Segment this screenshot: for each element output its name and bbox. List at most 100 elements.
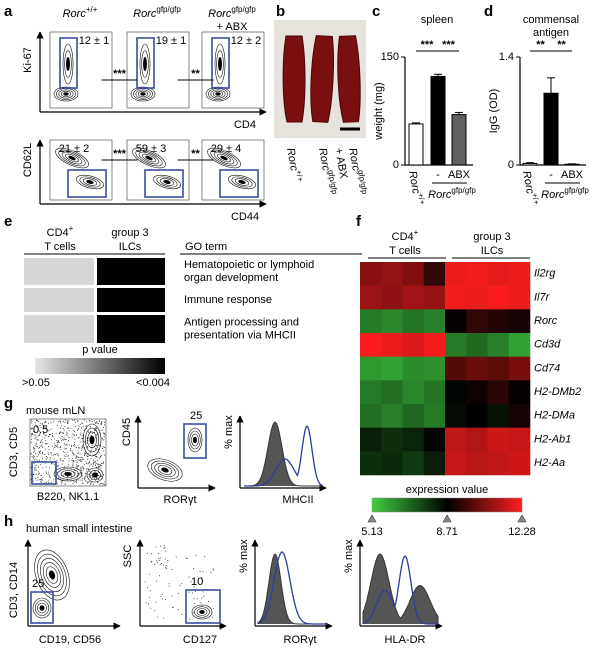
- event-dot: [100, 465, 102, 467]
- gate-stat: 12 ± 1: [79, 35, 110, 47]
- chart-title: antigen: [533, 27, 569, 39]
- event-dot: [75, 464, 77, 466]
- event-dot: [100, 422, 102, 424]
- event-dot: [33, 448, 35, 450]
- event-dot: [53, 453, 55, 455]
- event-dot: [62, 439, 64, 441]
- event-dot: [43, 432, 45, 434]
- contour: [210, 149, 238, 167]
- event-dot: [45, 456, 47, 458]
- y-tick-label: 0: [393, 159, 399, 171]
- event-dot: [212, 607, 214, 609]
- sample-label: Rorcgfp/gfp: [346, 146, 369, 196]
- event-dot: [56, 445, 58, 447]
- contour: [32, 597, 52, 619]
- event-dot: [210, 571, 212, 573]
- event-dot: [38, 459, 40, 461]
- event-dot: [36, 436, 38, 438]
- x-tick-label-base: Rorc: [406, 170, 422, 195]
- event-dot: [156, 560, 158, 562]
- y-axis-label: % max: [223, 415, 235, 449]
- event-dot: [43, 437, 45, 439]
- event-dot: [67, 479, 69, 481]
- event-dot: [50, 457, 52, 459]
- group-label-sup: gfp/gfp: [564, 186, 589, 195]
- event-dot: [50, 433, 52, 435]
- genotype-header: Rorcgfp/gfp: [133, 5, 181, 20]
- contour: [141, 50, 149, 78]
- event-dot: [72, 429, 74, 431]
- event-dot: [189, 618, 191, 620]
- event-dot: [35, 442, 37, 444]
- event-dot: [61, 439, 63, 441]
- event-dot: [68, 437, 70, 439]
- event-dot: [168, 583, 170, 585]
- event-dot: [50, 422, 52, 424]
- event-dot: [65, 438, 67, 440]
- contour: [34, 600, 50, 616]
- event-dot: [50, 462, 52, 464]
- event-dot: [159, 564, 161, 566]
- event-dot: [32, 457, 34, 459]
- x-tick-label: -: [549, 169, 553, 181]
- x-tick-label: ABX: [561, 169, 584, 181]
- contour: [61, 151, 83, 165]
- heatmap-cell: [423, 427, 446, 452]
- heatmap-cell: [381, 356, 403, 381]
- event-dot: [76, 455, 78, 457]
- event-dot: [32, 480, 34, 482]
- event-dot: [96, 477, 98, 479]
- event-dot: [90, 449, 92, 451]
- contour: [145, 155, 153, 161]
- event-dot: [40, 464, 42, 466]
- event-dot: [72, 460, 74, 462]
- event-dot: [97, 422, 99, 424]
- event-dot: [30, 419, 32, 421]
- colorbar-label: 12.28: [508, 526, 536, 538]
- event-dot: [66, 434, 68, 436]
- event-dot: [40, 440, 42, 442]
- event-dot: [89, 462, 91, 464]
- event-dot: [35, 443, 37, 445]
- event-dot: [62, 460, 64, 462]
- heatmap-cell: [508, 309, 531, 334]
- event-dot: [102, 483, 104, 485]
- event-dot: [81, 482, 83, 484]
- event-dot: [202, 571, 204, 573]
- event-dot: [41, 479, 43, 481]
- event-dot: [85, 473, 87, 475]
- x-tick-label: Rorc+/+: [520, 169, 541, 206]
- event-dot: [148, 603, 150, 605]
- event-dot: [57, 441, 59, 443]
- panel-label: b: [276, 3, 285, 20]
- event-dot: [54, 444, 56, 446]
- event-dot: [90, 475, 92, 477]
- event-dot: [67, 423, 69, 425]
- event-dot: [154, 610, 156, 612]
- event-dot: [76, 467, 78, 469]
- event-dot: [79, 423, 81, 425]
- event-dot: [80, 472, 82, 474]
- event-dot: [91, 472, 93, 474]
- event-dot: [41, 452, 43, 454]
- heatmap-cell: [445, 380, 467, 405]
- event-dot: [53, 421, 55, 423]
- event-dot: [83, 468, 85, 470]
- contour: [157, 465, 173, 475]
- event-dot: [101, 423, 103, 425]
- event-dot: [74, 431, 76, 433]
- contour: [34, 549, 70, 601]
- event-dot: [75, 482, 77, 484]
- bar: [564, 163, 580, 166]
- event-dot: [50, 452, 52, 454]
- event-dot: [50, 482, 52, 484]
- event-dot: [94, 465, 96, 467]
- event-dot: [100, 429, 102, 431]
- event-dot: [65, 455, 67, 457]
- heatmap-cell: [402, 380, 425, 405]
- event-dot: [80, 457, 82, 459]
- event-dot: [98, 465, 100, 467]
- event-dot: [163, 547, 165, 549]
- event-dot: [37, 434, 39, 436]
- spleen: [337, 35, 361, 123]
